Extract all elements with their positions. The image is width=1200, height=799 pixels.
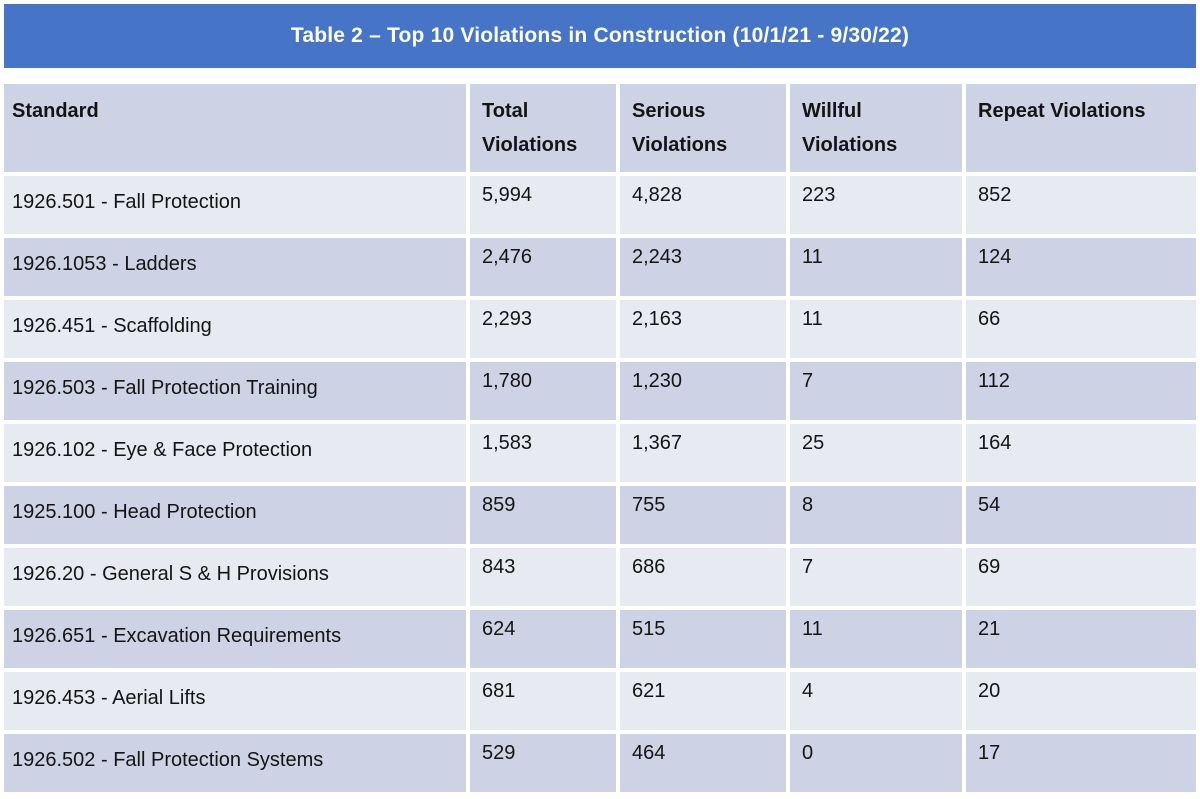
cell-total-violations: 529: [470, 734, 616, 792]
column-header-total-violations: Total Violations: [470, 84, 616, 172]
cell-standard: 1926.453 - Aerial Lifts: [4, 672, 466, 730]
cell-total-violations: 1,780: [470, 362, 616, 420]
column-header-repeat-violations: Repeat Violations: [966, 84, 1196, 172]
cell-serious-violations: 2,163: [620, 300, 786, 358]
cell-repeat-violations: 124: [966, 238, 1196, 296]
cell-serious-violations: 621: [620, 672, 786, 730]
cell-total-violations: 2,293: [470, 300, 616, 358]
cell-repeat-violations: 21: [966, 610, 1196, 668]
cell-serious-violations: 755: [620, 486, 786, 544]
cell-standard: 1926.102 - Eye & Face Protection: [4, 424, 466, 482]
table-row: 1926.501 - Fall Protection 5,994 4,828 2…: [4, 176, 1196, 234]
cell-willful-violations: 4: [790, 672, 962, 730]
cell-willful-violations: 25: [790, 424, 962, 482]
column-header-willful-violations: Willful Violations: [790, 84, 962, 172]
table-row: 1926.1053 - Ladders 2,476 2,243 11 124: [4, 238, 1196, 296]
cell-total-violations: 5,994: [470, 176, 616, 234]
cell-standard: 1925.100 - Head Protection: [4, 486, 466, 544]
cell-standard: 1926.503 - Fall Protection Training: [4, 362, 466, 420]
column-header-standard: Standard: [4, 84, 466, 172]
cell-standard: 1926.1053 - Ladders: [4, 238, 466, 296]
cell-repeat-violations: 852: [966, 176, 1196, 234]
cell-serious-violations: 515: [620, 610, 786, 668]
cell-standard: 1926.501 - Fall Protection: [4, 176, 466, 234]
table-row: 1926.451 - Scaffolding 2,293 2,163 11 66: [4, 300, 1196, 358]
cell-willful-violations: 0: [790, 734, 962, 792]
table-row: 1926.20 - General S & H Provisions 843 6…: [4, 548, 1196, 606]
cell-repeat-violations: 69: [966, 548, 1196, 606]
cell-serious-violations: 1,367: [620, 424, 786, 482]
table-row: 1926.503 - Fall Protection Training 1,78…: [4, 362, 1196, 420]
table-row: 1925.100 - Head Protection 859 755 8 54: [4, 486, 1196, 544]
cell-standard: 1926.502 - Fall Protection Systems: [4, 734, 466, 792]
cell-total-violations: 681: [470, 672, 616, 730]
cell-repeat-violations: 66: [966, 300, 1196, 358]
cell-willful-violations: 223: [790, 176, 962, 234]
violations-table: Standard Total Violations Serious Violat…: [0, 80, 1200, 796]
cell-repeat-violations: 54: [966, 486, 1196, 544]
cell-willful-violations: 11: [790, 610, 962, 668]
cell-willful-violations: 8: [790, 486, 962, 544]
cell-repeat-violations: 20: [966, 672, 1196, 730]
table-row: 1926.502 - Fall Protection Systems 529 4…: [4, 734, 1196, 792]
cell-repeat-violations: 164: [966, 424, 1196, 482]
cell-willful-violations: 11: [790, 238, 962, 296]
table-title: Table 2 – Top 10 Violations in Construct…: [290, 24, 910, 47]
cell-willful-violations: 11: [790, 300, 962, 358]
cell-serious-violations: 464: [620, 734, 786, 792]
cell-total-violations: 859: [470, 486, 616, 544]
table-row: 1926.453 - Aerial Lifts 681 621 4 20: [4, 672, 1196, 730]
column-header-serious-violations: Serious Violations: [620, 84, 786, 172]
table-title-bar: Table 2 – Top 10 Violations in Construct…: [4, 4, 1196, 68]
cell-repeat-violations: 17: [966, 734, 1196, 792]
cell-willful-violations: 7: [790, 548, 962, 606]
cell-willful-violations: 7: [790, 362, 962, 420]
cell-standard: 1926.651 - Excavation Requirements: [4, 610, 466, 668]
cell-repeat-violations: 112: [966, 362, 1196, 420]
cell-total-violations: 624: [470, 610, 616, 668]
cell-total-violations: 2,476: [470, 238, 616, 296]
cell-standard: 1926.451 - Scaffolding: [4, 300, 466, 358]
header-row: Standard Total Violations Serious Violat…: [4, 84, 1196, 172]
cell-total-violations: 1,583: [470, 424, 616, 482]
cell-serious-violations: 2,243: [620, 238, 786, 296]
cell-serious-violations: 686: [620, 548, 786, 606]
cell-serious-violations: 1,230: [620, 362, 786, 420]
cell-serious-violations: 4,828: [620, 176, 786, 234]
table-row: 1926.102 - Eye & Face Protection 1,583 1…: [4, 424, 1196, 482]
cell-standard: 1926.20 - General S & H Provisions: [4, 548, 466, 606]
table-row: 1926.651 - Excavation Requirements 624 5…: [4, 610, 1196, 668]
cell-total-violations: 843: [470, 548, 616, 606]
